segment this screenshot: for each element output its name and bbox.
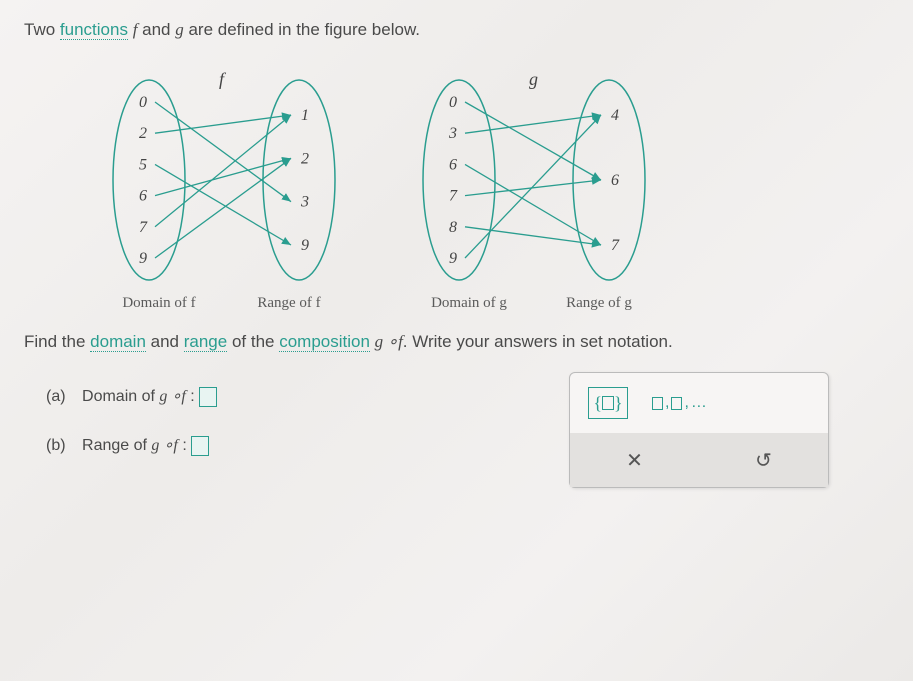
q-tail: . Write your answers in set notation. — [403, 332, 673, 351]
svg-text:3: 3 — [300, 194, 309, 211]
svg-text:f: f — [219, 69, 227, 89]
comma-icon-2: , — [684, 394, 688, 412]
intro-text: Two functions f and g are defined in the… — [24, 20, 889, 40]
reset-button[interactable]: ↺ — [744, 445, 784, 475]
svg-text:7: 7 — [611, 237, 620, 254]
brace-right: } — [614, 393, 623, 414]
svg-text:8: 8 — [449, 219, 457, 236]
range-g-label: Range of g — [534, 295, 664, 312]
part-b-pre: Range of — [82, 437, 151, 454]
diagrams-row: f 0 2 5 6 7 9 1 2 3 9 Domain of f Range of f g 0 3 6 7… — [24, 50, 889, 317]
svg-text:5: 5 — [139, 156, 147, 173]
answer-box-b[interactable] — [191, 436, 209, 456]
svg-text:0: 0 — [139, 94, 147, 111]
intro-post: are defined in the figure below. — [184, 20, 420, 39]
svg-text:9: 9 — [301, 237, 309, 254]
answer-box-a[interactable] — [199, 387, 217, 407]
diagram-g: g 0 3 6 7 8 9 4 6 7 Domain of g Range of g — [404, 65, 664, 312]
svg-text:6: 6 — [611, 172, 619, 189]
parts-row: (a) Domain of g ∘f : (b) Range of g ∘f :… — [24, 372, 889, 488]
svg-text:6: 6 — [449, 156, 457, 173]
part-b-circ: ∘ — [159, 437, 173, 454]
intro-g: g — [175, 20, 184, 39]
comma-icon: , — [665, 394, 669, 412]
intro-pre: Two — [24, 20, 60, 39]
range-f-label: Range of f — [224, 295, 354, 312]
q-g: g — [375, 332, 384, 351]
part-a-circ: ∘ — [167, 388, 181, 405]
list-button[interactable]: ,,… — [652, 394, 707, 412]
intro-mid: and — [137, 20, 175, 39]
brace-left: { — [593, 393, 602, 414]
q-mid1: and — [146, 332, 184, 351]
domain-f-label: Domain of f — [94, 295, 224, 312]
part-a-label: (a) — [46, 388, 66, 405]
q-circ: ∘ — [383, 332, 398, 351]
svg-text:6: 6 — [139, 188, 147, 205]
part-a-pre: Domain of — [82, 388, 159, 405]
sq-icon — [652, 397, 663, 410]
clear-button[interactable]: ✕ — [615, 445, 655, 475]
part-b-post: : — [178, 437, 191, 454]
ellipsis-icon: … — [691, 394, 707, 412]
part-b: (b) Range of g ∘f : — [46, 435, 569, 456]
brace-placeholder-icon — [602, 396, 614, 410]
svg-text:0: 0 — [449, 94, 457, 111]
svg-text:7: 7 — [139, 219, 148, 236]
q-mid2: of the — [227, 332, 279, 351]
part-b-label: (b) — [46, 437, 66, 454]
range-link[interactable]: range — [184, 332, 227, 352]
composition-link[interactable]: composition — [279, 332, 370, 352]
svg-text:2: 2 — [139, 125, 147, 142]
part-a: (a) Domain of g ∘f : — [46, 386, 569, 407]
part-a-post: : — [186, 388, 199, 405]
svg-text:g: g — [529, 69, 538, 89]
svg-text:9: 9 — [139, 250, 147, 267]
sq-icon-2 — [671, 397, 682, 410]
q-pre: Find the — [24, 332, 90, 351]
svg-text:1: 1 — [301, 107, 309, 124]
domain-g-label: Domain of g — [404, 295, 534, 312]
functions-link[interactable]: functions — [60, 20, 128, 40]
svg-text:2: 2 — [301, 150, 309, 167]
domain-link[interactable]: domain — [90, 332, 146, 352]
svg-text:3: 3 — [448, 125, 457, 142]
svg-text:9: 9 — [449, 250, 457, 267]
set-braces-button[interactable]: {} — [588, 387, 628, 419]
question-text: Find the domain and range of the composi… — [24, 332, 889, 352]
tool-panel: {} ,,… ✕ ↺ — [569, 372, 829, 488]
diagram-f: f 0 2 5 6 7 9 1 2 3 9 Domain of f Range of f — [94, 65, 354, 312]
svg-text:7: 7 — [449, 188, 458, 205]
svg-text:4: 4 — [611, 107, 619, 124]
